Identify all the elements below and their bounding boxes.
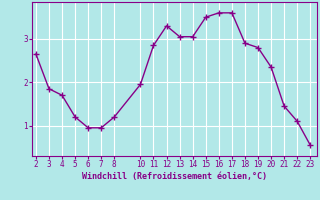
X-axis label: Windchill (Refroidissement éolien,°C): Windchill (Refroidissement éolien,°C): [82, 172, 267, 181]
